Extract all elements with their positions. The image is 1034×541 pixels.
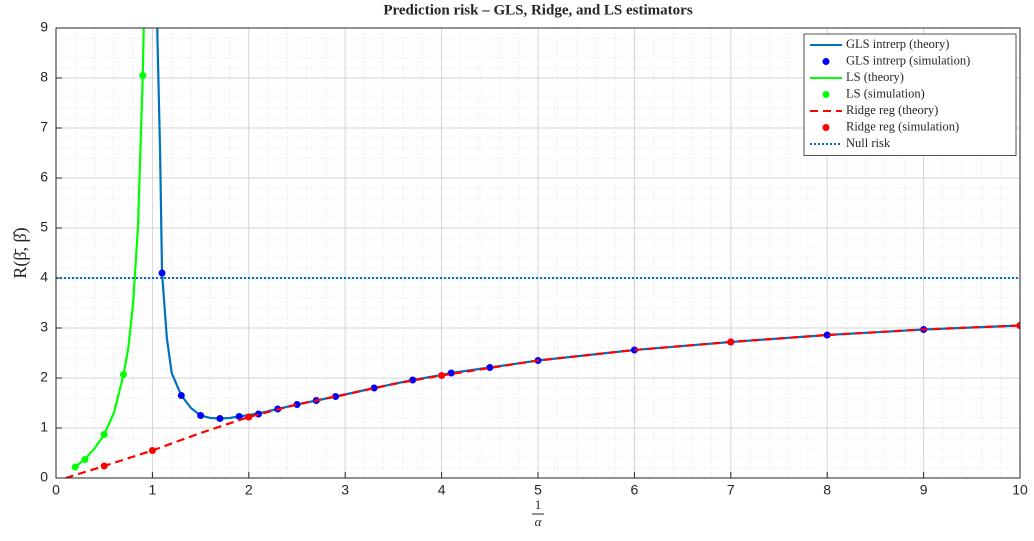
data-point bbox=[447, 369, 455, 377]
x-tick-label: 3 bbox=[341, 482, 349, 498]
data-point bbox=[293, 401, 301, 408]
y-tick-label: 3 bbox=[40, 319, 48, 335]
x-tick-label: 0 bbox=[52, 482, 60, 498]
data-point bbox=[409, 376, 417, 384]
data-point bbox=[177, 392, 185, 399]
data-point bbox=[245, 413, 253, 421]
legend-label: LS (simulation) bbox=[846, 86, 925, 100]
legend-label: LS (theory) bbox=[846, 70, 904, 84]
x-tick-label: 1 bbox=[149, 482, 157, 498]
x-tick-label: 6 bbox=[631, 482, 639, 498]
legend-label: Ridge reg (simulation) bbox=[846, 119, 959, 133]
legend-marker bbox=[822, 124, 830, 131]
legend-marker bbox=[822, 58, 830, 65]
data-point bbox=[148, 447, 156, 454]
data-point bbox=[216, 415, 224, 422]
data-point bbox=[486, 364, 494, 371]
x-tick-label: 9 bbox=[920, 482, 928, 498]
x-tick-label: 7 bbox=[727, 482, 735, 498]
legend-label: Ridge reg (theory) bbox=[846, 103, 938, 117]
y-tick-label: 0 bbox=[40, 469, 48, 485]
legend-marker bbox=[822, 91, 830, 98]
data-point bbox=[100, 462, 108, 470]
legend-label: Null risk bbox=[846, 136, 891, 150]
data-point bbox=[197, 412, 205, 419]
y-tick-label: 1 bbox=[40, 419, 48, 435]
data-point bbox=[630, 346, 638, 354]
x-tick-label: 5 bbox=[534, 482, 542, 498]
y-axis-label: R(β̄, β̂) bbox=[10, 227, 31, 278]
legend-label: GLS intrerp (simulation) bbox=[846, 53, 970, 67]
y-tick-label: 9 bbox=[40, 19, 48, 35]
data-point bbox=[139, 72, 147, 79]
y-tick-label: 2 bbox=[40, 369, 48, 385]
data-point bbox=[158, 269, 166, 277]
data-point bbox=[438, 372, 446, 379]
y-tick-label: 4 bbox=[40, 269, 48, 285]
legend-label: GLS intrerp (theory) bbox=[846, 37, 949, 51]
data-point bbox=[235, 413, 243, 420]
x-tick-label: 4 bbox=[438, 482, 446, 498]
y-tick-label: 6 bbox=[40, 169, 48, 185]
data-point bbox=[119, 371, 127, 378]
legend-box bbox=[803, 33, 1017, 156]
x-tick-label: 2 bbox=[245, 482, 253, 498]
plot-frame bbox=[55, 27, 1021, 479]
data-point bbox=[727, 338, 735, 346]
marks bbox=[56, 28, 1020, 478]
x-tick-label: 8 bbox=[823, 482, 831, 498]
y-tick-label: 7 bbox=[40, 119, 48, 135]
series-line bbox=[65, 324, 1020, 478]
x-tick-label: 10 bbox=[1012, 482, 1028, 498]
data-point bbox=[1016, 322, 1020, 329]
data-point bbox=[81, 456, 89, 463]
series-line bbox=[156, 28, 1020, 420]
data-point bbox=[100, 431, 108, 438]
y-tick-label: 5 bbox=[40, 219, 48, 235]
x-axis-label-numerator: 1 bbox=[535, 497, 542, 512]
legend: GLS intrerp (theory) GLS intrerp (simulat… bbox=[803, 33, 1017, 156]
data-point bbox=[823, 331, 831, 339]
y-tick-label: 8 bbox=[40, 69, 48, 85]
chart-title: Prediction risk – GLS, Ridge, and LS est… bbox=[383, 2, 692, 18]
x-axis-label-denominator: α bbox=[535, 514, 543, 529]
data-point bbox=[332, 393, 340, 400]
data-point bbox=[71, 463, 79, 471]
data-point bbox=[370, 384, 378, 392]
